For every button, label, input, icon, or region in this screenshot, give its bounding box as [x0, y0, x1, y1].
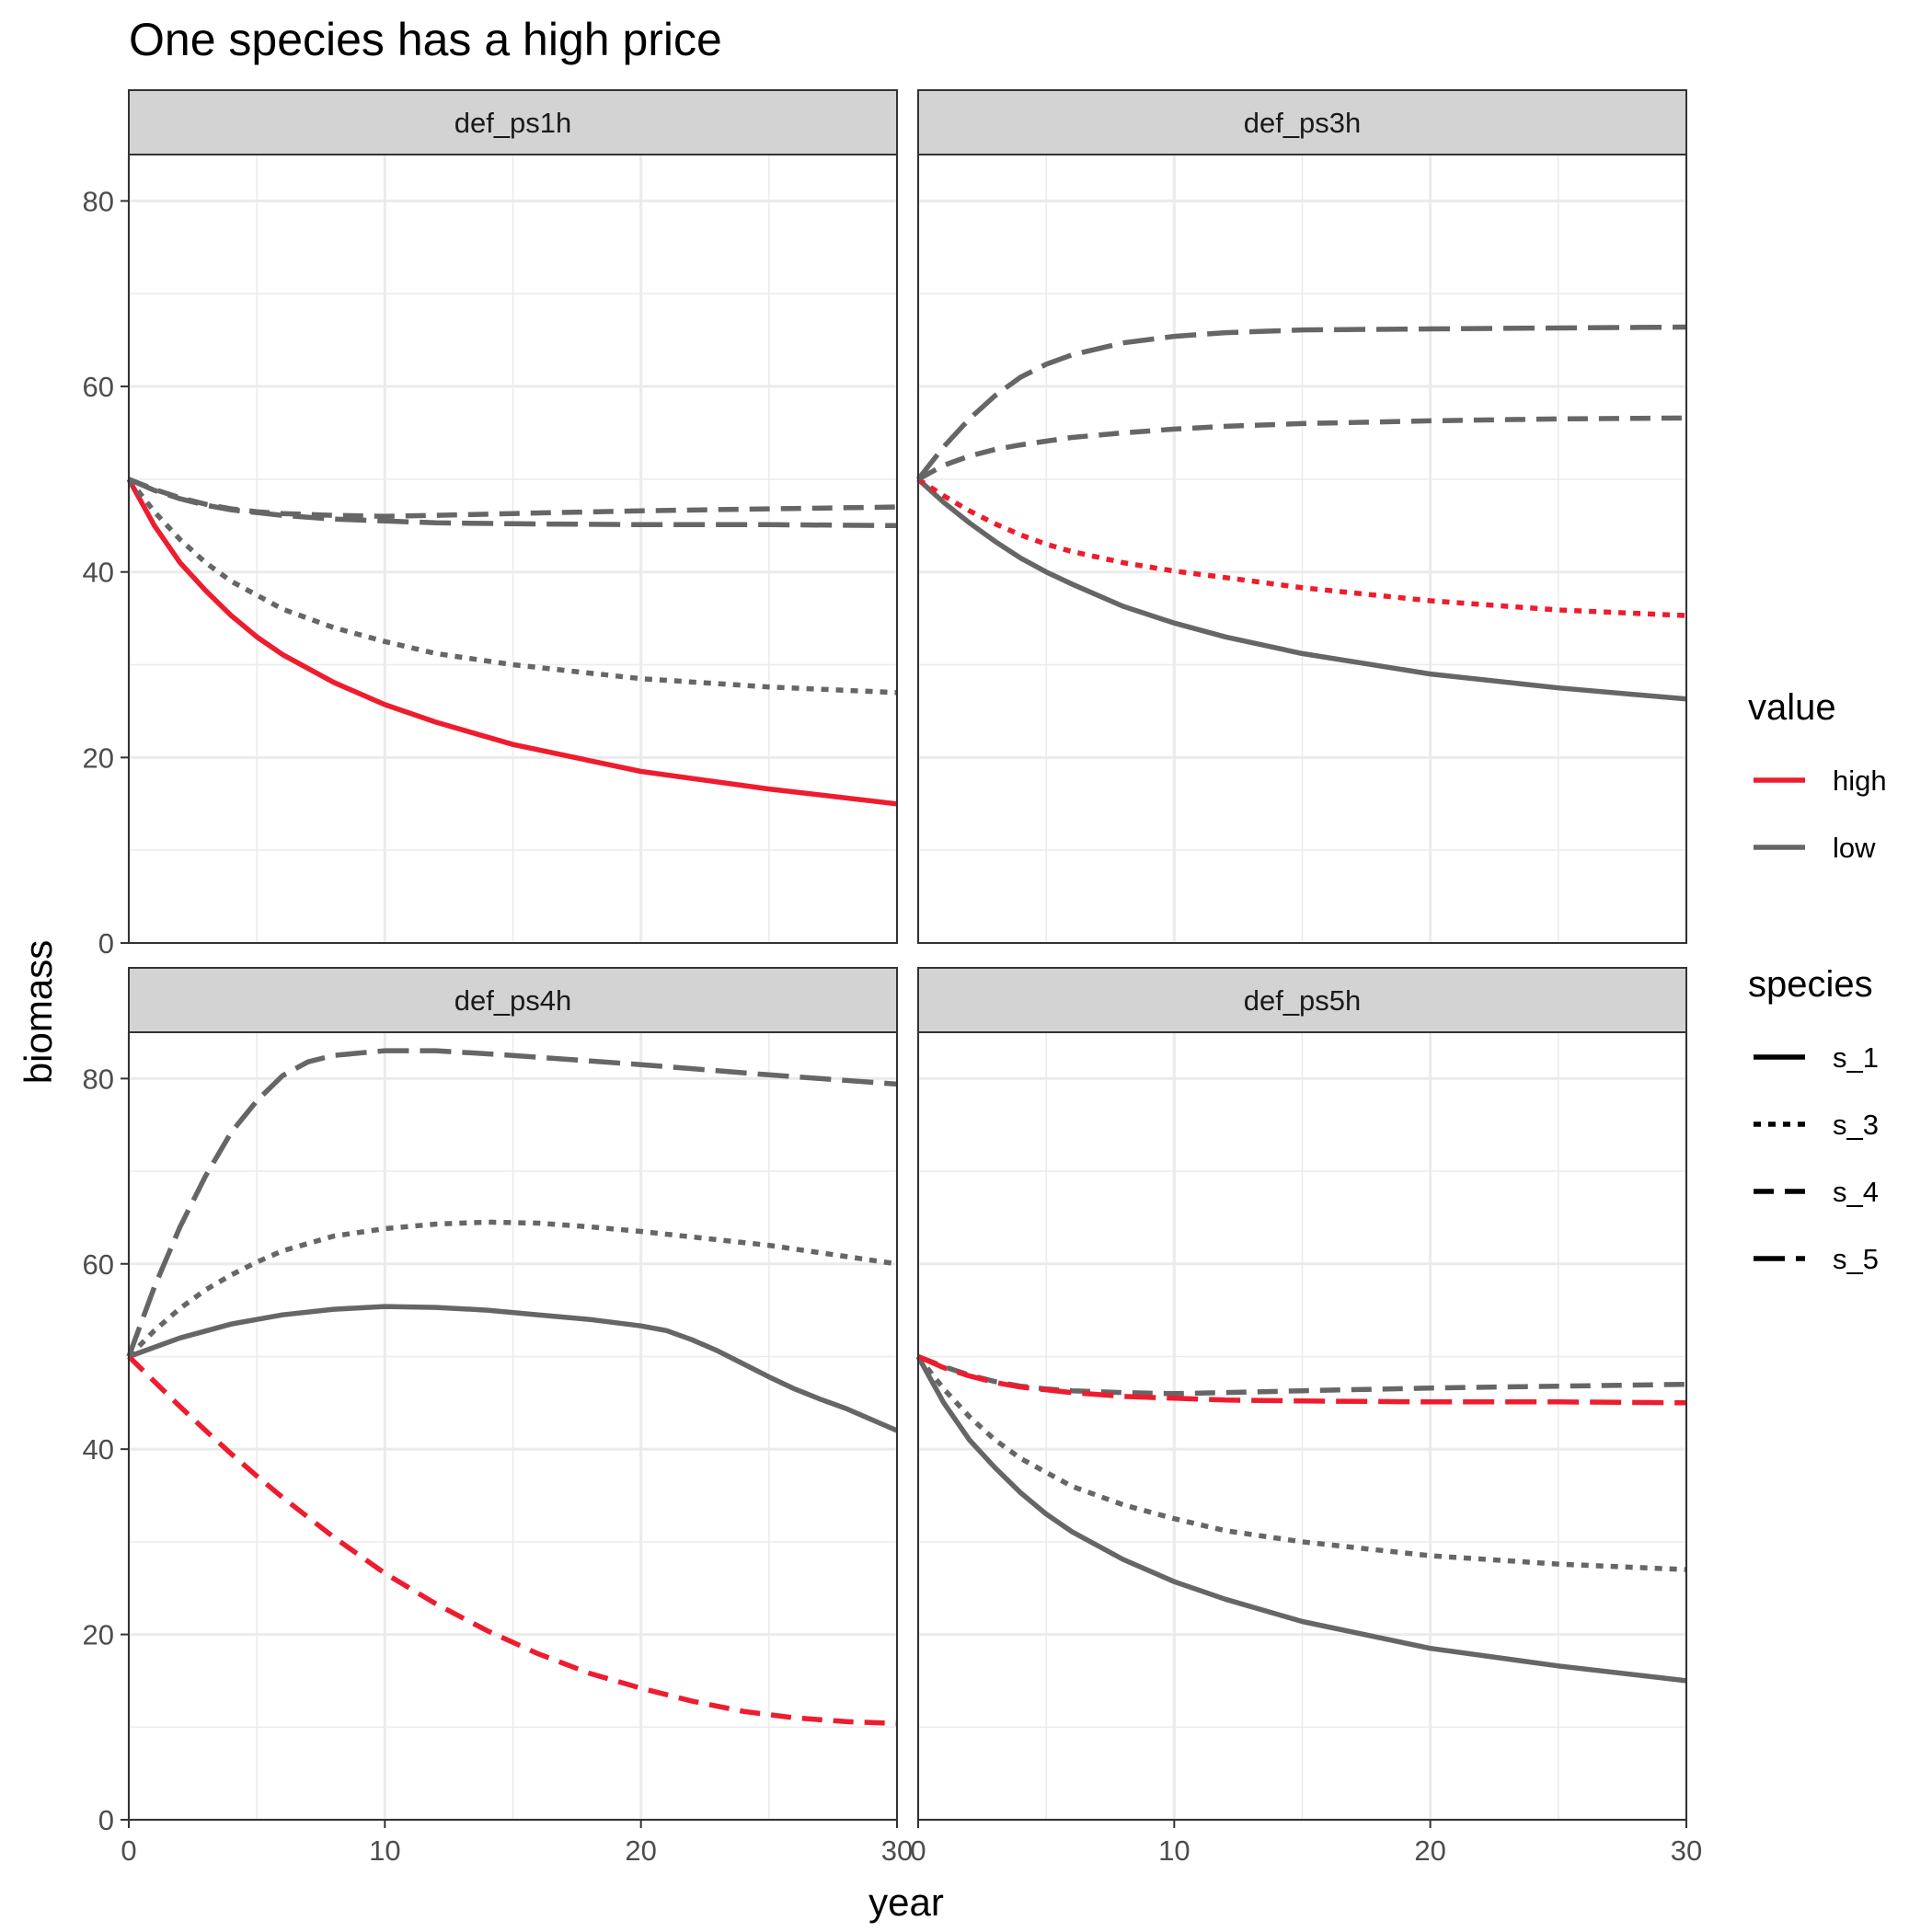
legend-label-s_4: s_4: [1833, 1176, 1879, 1208]
series-line-s_1: [126, 477, 898, 807]
y-tick-label: 80: [83, 1063, 114, 1095]
y-tick-label: 20: [83, 1619, 114, 1651]
x-axis-label: year: [868, 1880, 944, 1924]
chart-title: One species has a high price: [129, 14, 722, 65]
y-tick-label: 60: [83, 371, 114, 403]
series-line-s_5: [127, 477, 898, 529]
legend-label-low: low: [1833, 832, 1876, 864]
facet-strip: [917, 967, 1687, 1033]
facet-strip-label: def_ps5h: [1244, 984, 1362, 1017]
facet-strip-label: def_ps3h: [1244, 107, 1362, 139]
series-line-s_5: [126, 1048, 898, 1358]
x-tick-label: 10: [1158, 1834, 1190, 1867]
legend-label-s_3: s_3: [1833, 1109, 1879, 1141]
panel-border: [128, 1031, 898, 1821]
facet-panel-def_ps3h: def_ps3h: [915, 89, 1688, 945]
panel-border: [917, 154, 1687, 944]
facet-panel-def_ps1h: def_ps1h 0 20 40 60 80: [83, 89, 899, 960]
series-line-s_3: [126, 477, 898, 696]
legend-label-s_5: s_5: [1833, 1243, 1879, 1275]
x-tick-label: 0: [910, 1834, 926, 1867]
series-line-s_1: [128, 1304, 899, 1433]
x-tick-label: 20: [1414, 1834, 1445, 1867]
series-line-s_3: [915, 1354, 1687, 1572]
facet-panel-def_ps5h: def_ps5h 0 10 20 30: [910, 967, 1702, 1867]
legend: value high low species s_1 s_3 s_4 s_5: [1748, 687, 1887, 1275]
x-tick-label: 30: [1671, 1834, 1702, 1867]
x-tick-label: 30: [881, 1834, 913, 1867]
series-line-s_1: [915, 1355, 1687, 1684]
legend-label-s_1: s_1: [1833, 1041, 1879, 1074]
series-line-s_5: [915, 324, 1687, 481]
x-tick-label: 0: [121, 1834, 136, 1867]
facet-strip-label: def_ps4h: [454, 984, 572, 1017]
series-line-s_3: [127, 1219, 898, 1359]
x-tick-label: 20: [625, 1834, 656, 1867]
legend-label-high: high: [1833, 765, 1887, 797]
y-axis-label: biomass: [17, 940, 60, 1084]
panel-border: [128, 154, 898, 944]
y-tick-label: 40: [83, 557, 114, 589]
panels: def_ps1h 0 20 40 60 80 def_ps3h def_ps4h 0 20 40 60…: [83, 89, 1702, 1867]
facet-strip: [128, 89, 898, 155]
legend-title-species: species: [1748, 964, 1873, 1005]
y-tick-label: 40: [83, 1433, 114, 1466]
x-tick-label: 10: [369, 1834, 400, 1867]
legend-title-value: value: [1748, 687, 1836, 728]
series-line-s_4: [127, 1354, 898, 1727]
y-tick-label: 80: [83, 185, 114, 217]
series-line-s_3: [916, 477, 1687, 618]
facet-strip: [917, 89, 1687, 155]
y-tick-label: 0: [98, 1804, 114, 1836]
panel-border: [917, 1031, 1687, 1821]
y-tick-label: 0: [98, 927, 114, 960]
y-tick-label: 60: [83, 1248, 114, 1281]
y-tick-label: 20: [83, 742, 114, 774]
series-line-s_5: [916, 1353, 1687, 1406]
facet-panel-def_ps4h: def_ps4h 0 20 40 60 80 0 10 20 30: [83, 967, 913, 1867]
facet-strip-label: def_ps1h: [454, 107, 572, 139]
series-line-s_1: [916, 477, 1687, 702]
